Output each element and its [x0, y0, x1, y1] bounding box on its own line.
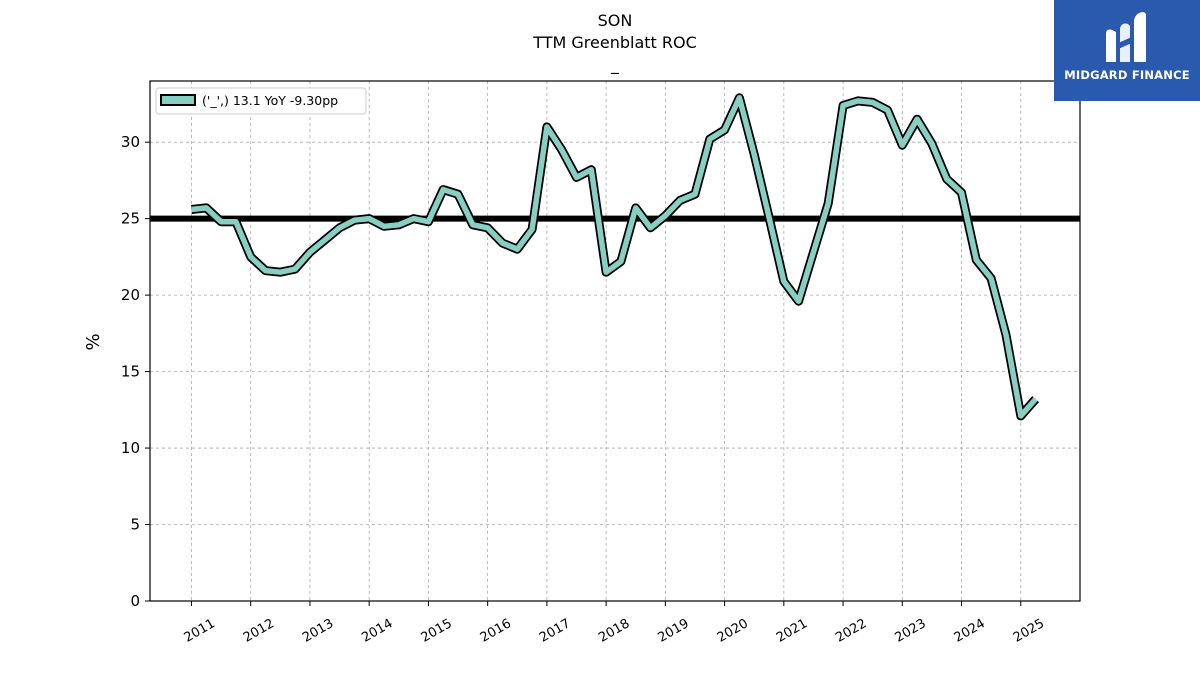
legend-box — [155, 87, 367, 115]
plot-frame — [149, 80, 1081, 602]
series-line — [191, 95, 1038, 419]
midgard-logo-icon — [1106, 12, 1146, 62]
y-tick-label: 15 — [121, 363, 140, 381]
series-lines — [191, 93, 1039, 421]
y-tick-label: 25 — [121, 210, 140, 228]
y-axis-ticks: 0 5 10 15 20 25 30 — [121, 133, 150, 610]
y-axis-label: % — [83, 333, 104, 350]
y-tick-label: 10 — [121, 439, 140, 457]
x-tick-label: 2017 — [537, 616, 573, 646]
x-tick-label: 2024 — [952, 616, 988, 646]
legend-label: ('_',) 13.1 YoY -9.30pp — [202, 93, 338, 108]
x-tick-label: 2019 — [656, 616, 692, 646]
x-tick-label: 2016 — [478, 616, 514, 646]
x-tick-label: 2015 — [419, 616, 455, 646]
x-tick-label: 2018 — [596, 616, 632, 646]
x-tick-label: 2012 — [241, 616, 277, 646]
x-tick-label: 2023 — [892, 616, 928, 646]
brand-logo: MIDGARD FINANCE — [1054, 0, 1200, 101]
title-line-1: SON — [598, 11, 633, 30]
legend-swatch — [160, 94, 196, 106]
legend: ('_',) 13.1 YoY -9.30pp — [155, 87, 367, 115]
chart-title: SON TTM Greenblatt ROC _ — [532, 11, 697, 75]
y-tick-label: 30 — [121, 133, 140, 151]
y-tick-label: 0 — [130, 592, 140, 610]
grid — [150, 81, 1080, 602]
x-tick-label: 2022 — [833, 616, 869, 646]
x-tick-label: 2014 — [359, 616, 395, 646]
title-line-3: _ — [610, 55, 620, 75]
x-tick-label: 2011 — [182, 616, 218, 646]
series-line-outline — [191, 93, 1039, 421]
logo-text: MIDGARD FINANCE — [1064, 68, 1190, 82]
x-tick-label: 2020 — [715, 616, 751, 646]
y-tick-label: 20 — [121, 286, 140, 304]
x-axis-ticks: 2011 2012 2013 2014 2015 2016 2017 2018 2019 2020… — [182, 601, 1047, 646]
title-line-2: TTM Greenblatt ROC — [532, 33, 697, 52]
x-tick-label: 2021 — [774, 616, 810, 646]
y-tick-label: 5 — [130, 516, 140, 534]
x-tick-label: 2013 — [300, 616, 336, 646]
x-tick-label: 2025 — [1011, 616, 1047, 646]
